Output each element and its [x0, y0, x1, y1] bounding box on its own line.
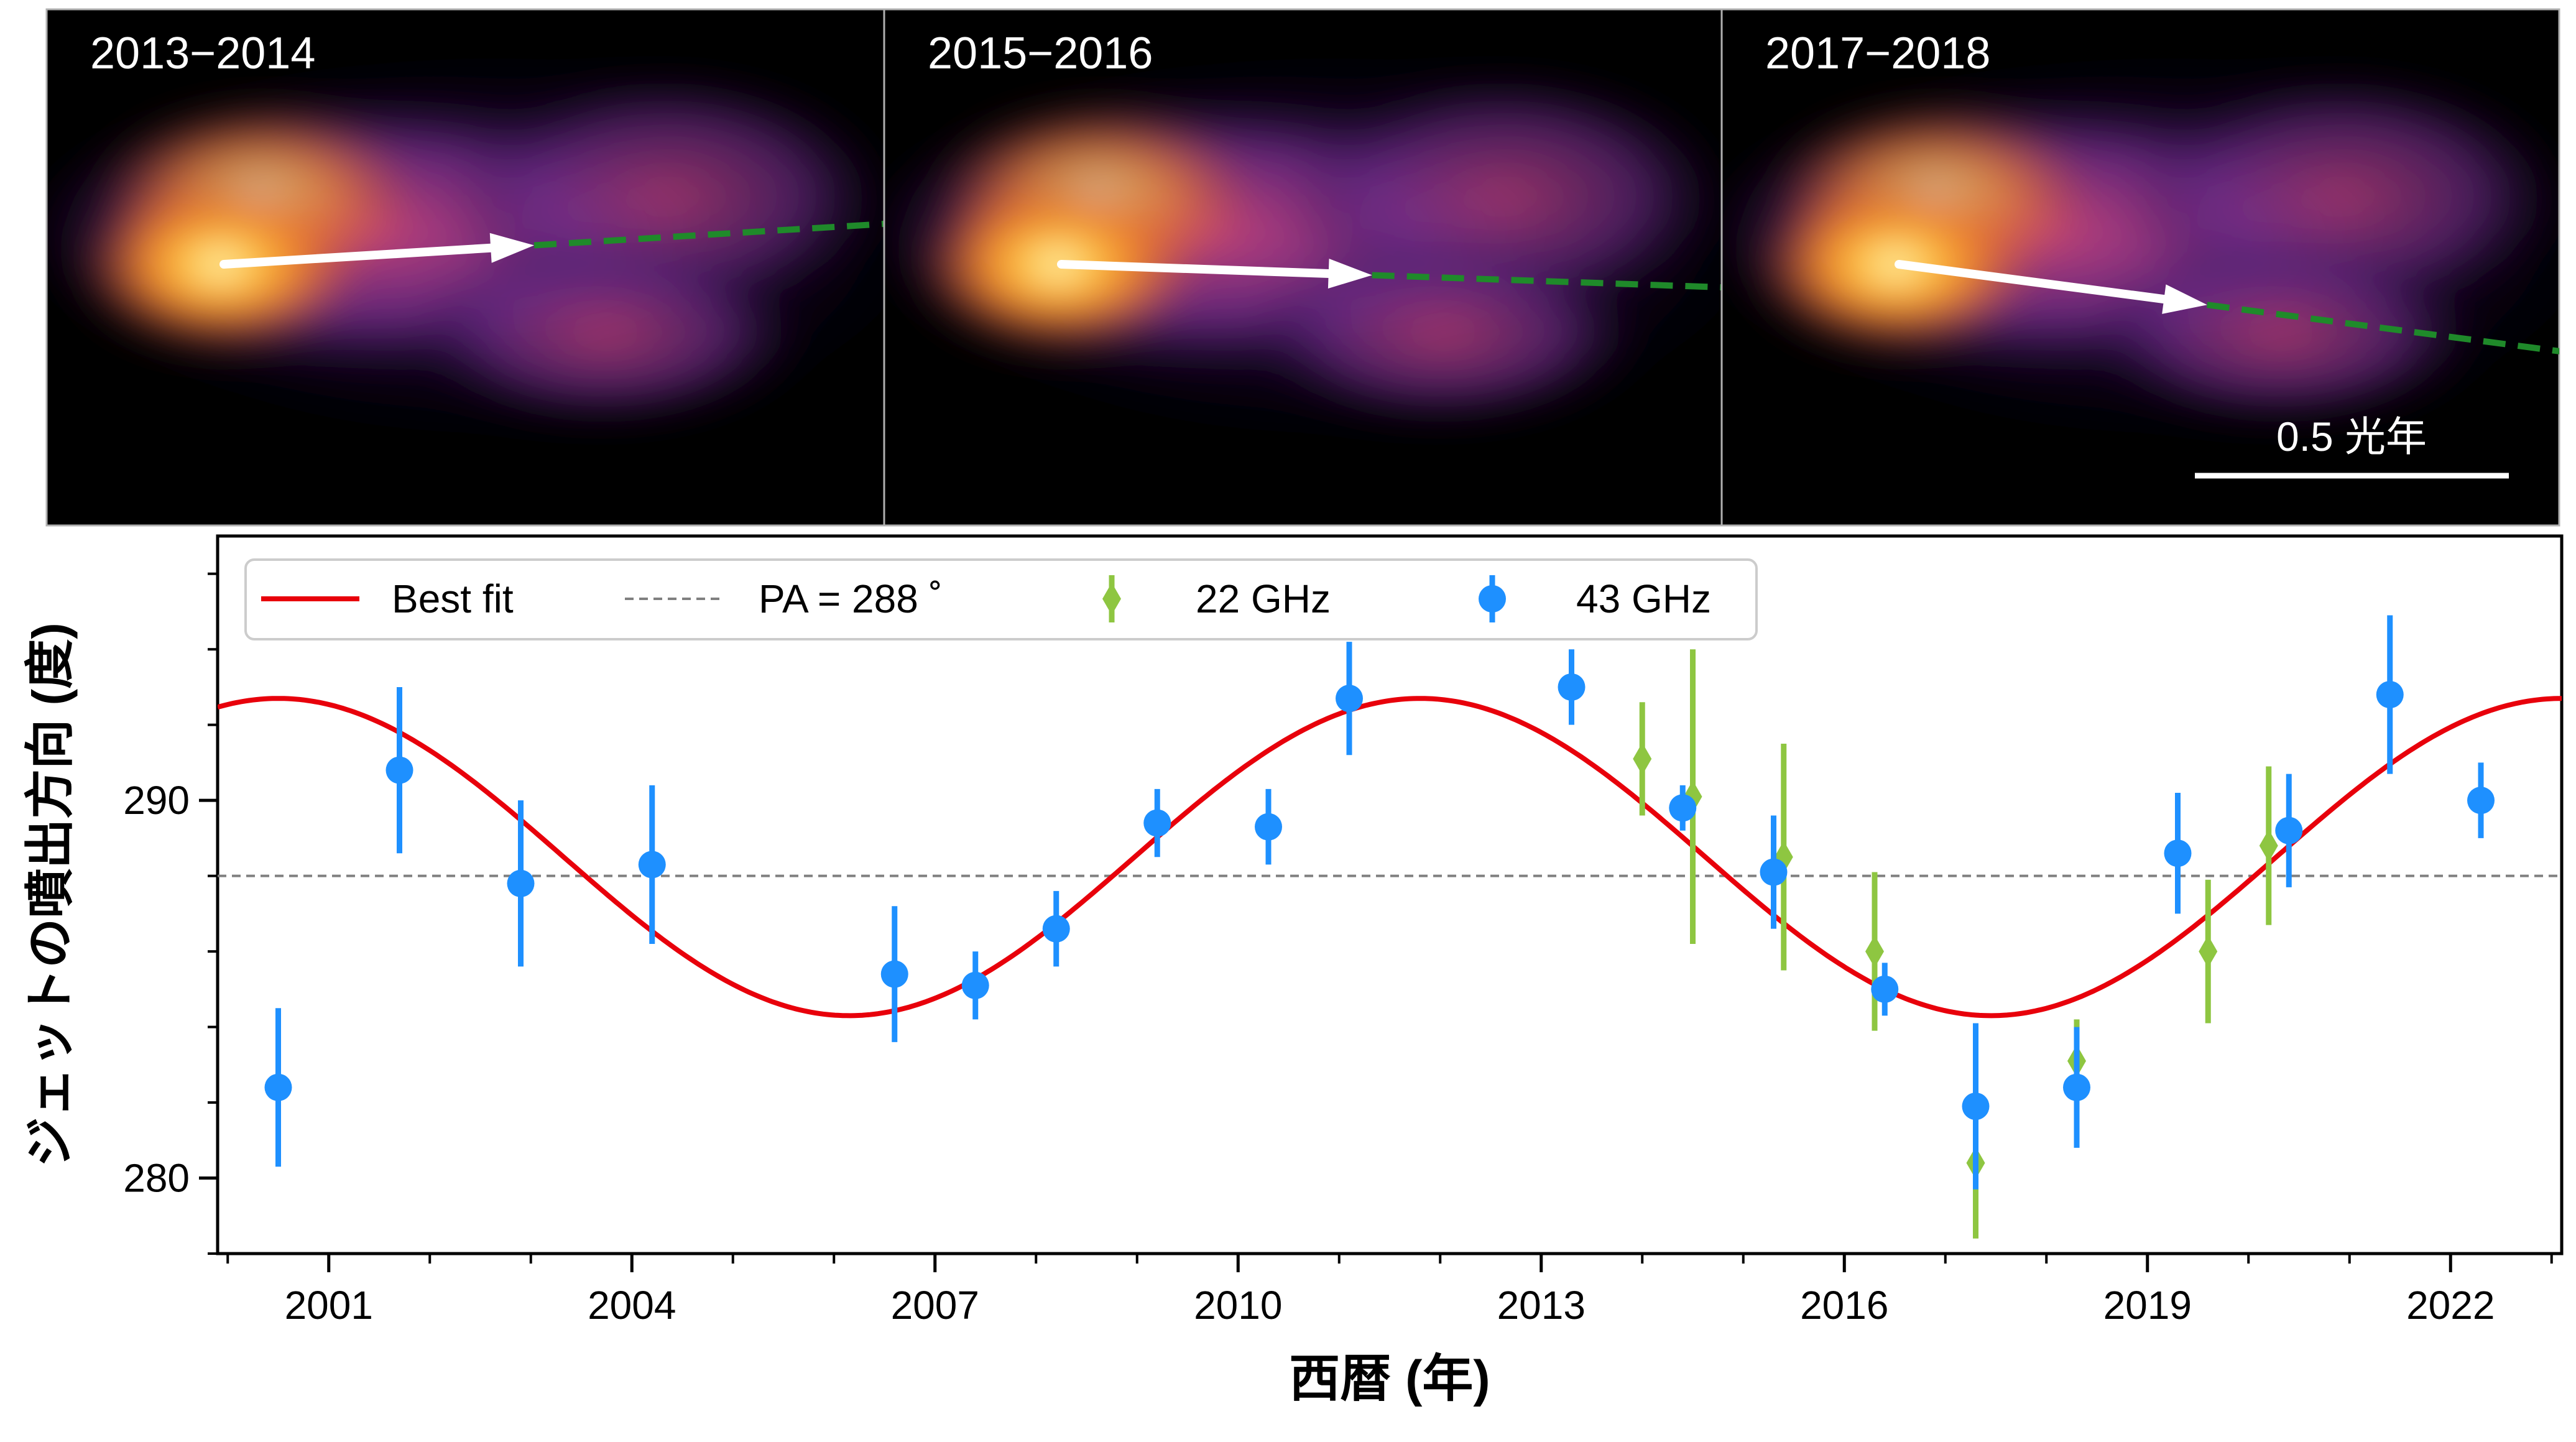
- jet-direction-arrow: [1057, 260, 1342, 279]
- legend-marker: [1479, 585, 1506, 612]
- data-point: [1865, 935, 1884, 968]
- x-tick-label: 2016: [1800, 1283, 1888, 1328]
- data-point: [1336, 685, 1363, 713]
- legend-marker: [1102, 583, 1121, 615]
- data-point: [2199, 935, 2218, 968]
- image-panel-1: 2013−2014: [45, 8, 885, 527]
- x-tick-label: 2001: [285, 1283, 373, 1328]
- y-axis-label: ジェットの噴出方向 (度): [22, 622, 78, 1167]
- data-point: [1871, 975, 1899, 1003]
- axis-ticks: 2001 2004 2007 2010 2013 2016 2019 2022 280 290: [123, 572, 2553, 1328]
- jet-emission: [884, 47, 1722, 445]
- data-point: [2467, 787, 2495, 815]
- jet-image-panels: 2013−2014 2015−2016 2017−2018 0.5 光年: [45, 8, 2560, 527]
- data-point: [385, 756, 413, 784]
- panel-label: 2017−2018: [1765, 29, 1990, 78]
- jet-arrow-head: [1327, 259, 1372, 289]
- y-tick-label: 280: [123, 1156, 190, 1201]
- x-tick-label: 2022: [2406, 1283, 2495, 1328]
- legend-label-series: 43 GHz: [1576, 576, 1711, 621]
- x-tick-label: 2004: [588, 1283, 676, 1328]
- data-point: [2259, 830, 2278, 862]
- jet-knot-lower: [407, 239, 805, 426]
- data-point: [264, 1073, 292, 1101]
- panel-label: 2015−2016: [928, 29, 1153, 78]
- scale-bar: 0.5 光年: [2195, 414, 2509, 479]
- data-point: [1042, 915, 1070, 943]
- data-point: [1558, 673, 1586, 701]
- x-axis-label: 西暦 (年): [1289, 1351, 1490, 1407]
- data-point: [1669, 794, 1697, 822]
- jet-direction-arrow: [219, 243, 505, 269]
- x-tick-label: 2010: [1194, 1283, 1282, 1328]
- jet-glow: [884, 47, 1722, 445]
- plot-data: [218, 615, 2562, 1239]
- jet-direction-extension: [1372, 272, 1722, 291]
- data-point: [1962, 1093, 1990, 1121]
- best-fit-curve: [218, 696, 2562, 1019]
- position-angle-chart: 2001 2004 2007 2010 2013 2016 2019 2022 280 290 B…: [22, 534, 2564, 1407]
- data-point: [638, 851, 666, 879]
- panel-label: 2013−2014: [90, 29, 315, 78]
- y-tick-label: 290: [123, 778, 190, 823]
- image-panel-3: 2017−2018: [1720, 8, 2560, 527]
- legend-label-reference: PA = 288 ˚: [759, 576, 943, 621]
- image-panel-2: 2015−2016: [883, 8, 1723, 527]
- data-point: [507, 869, 535, 897]
- data-point: [1760, 858, 1788, 886]
- data-point: [1255, 813, 1282, 841]
- legend-label-series: 22 GHz: [1196, 576, 1331, 621]
- data-point: [880, 960, 908, 988]
- jet-knot-lower: [1245, 239, 1643, 426]
- data-point: [2376, 681, 2404, 709]
- legend: Best fit PA = 288 ˚ 22 GHz 43 GHz: [244, 558, 1758, 640]
- jet-knot-lower: [2082, 239, 2480, 426]
- jet-arrow-head: [489, 233, 535, 263]
- data-point: [2164, 839, 2192, 867]
- legend-label-best-fit: Best fit: [392, 576, 514, 621]
- jet-direction-extension: [533, 221, 884, 249]
- data-point: [2275, 816, 2303, 844]
- x-tick-label: 2007: [891, 1283, 979, 1328]
- x-tick-label: 2013: [1497, 1283, 1586, 1328]
- jet-direction-arrow: [1895, 260, 2178, 305]
- jet-arrow-head: [2162, 284, 2207, 314]
- scale-bar-label: 0.5 光年: [2276, 414, 2427, 460]
- data-point: [2063, 1073, 2090, 1101]
- data-point: [961, 971, 989, 999]
- panel-border: [1720, 8, 2560, 527]
- data-point: [1143, 809, 1171, 837]
- jet-direction-extension: [2207, 302, 2559, 354]
- legend-box: [244, 558, 1758, 640]
- x-tick-label: 2019: [2103, 1283, 2192, 1328]
- series-43-ghz: [264, 615, 2495, 1190]
- data-point: [1633, 742, 1652, 775]
